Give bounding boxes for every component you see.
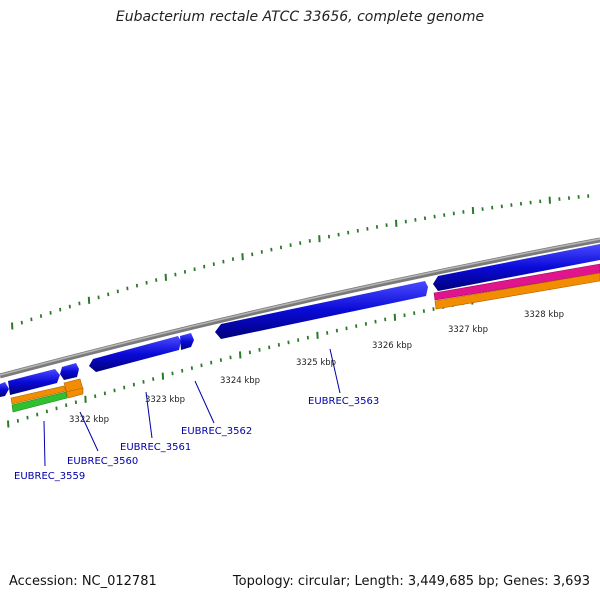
orange-feature[interactable] [10, 385, 67, 405]
green-feature[interactable] [11, 391, 68, 413]
cds-feature[interactable] [0, 382, 9, 397]
magenta-feature[interactable] [433, 263, 600, 301]
accession-text: Accession: NC_012781 [9, 574, 157, 589]
kbp-label: 3325 kbp [296, 358, 336, 368]
kbp-label: 3322 kbp [69, 415, 109, 425]
gene-label-eubrec-3560[interactable]: EUBREC_3560 [67, 456, 138, 467]
leader-line [145, 391, 153, 439]
cds-feature[interactable] [180, 333, 194, 350]
kbp-label: 3323 kbp [145, 395, 185, 405]
genome-backbone [0, 237, 600, 379]
orange-feature[interactable] [434, 272, 600, 310]
leader-line [79, 411, 99, 452]
leader-line [194, 380, 215, 424]
kbp-label: 3324 kbp [220, 376, 260, 386]
cds-feature[interactable] [215, 281, 428, 339]
gene-label-eubrec-3561[interactable]: EUBREC_3561 [120, 442, 191, 453]
kbp-label: 3328 kbp [524, 310, 564, 320]
cds-feature[interactable] [89, 336, 181, 372]
outer-tick-marks [11, 194, 590, 330]
cds-features [0, 244, 600, 397]
gene-label-eubrec-3563[interactable]: EUBREC_3563 [308, 396, 379, 407]
leader-line [329, 348, 341, 394]
cds-feature[interactable] [60, 363, 79, 380]
leader-line [43, 420, 46, 467]
rna-features [10, 263, 600, 413]
map-title: Eubacterium rectale ATCC 33656, complete… [115, 9, 485, 25]
orange-feature[interactable] [65, 387, 84, 399]
gene-label-eubrec-3562[interactable]: EUBREC_3562 [181, 426, 252, 437]
cds-feature[interactable] [8, 369, 60, 395]
kbp-label: 3327 kbp [448, 325, 488, 335]
gene-label-eubrec-3559[interactable]: EUBREC_3559 [14, 471, 85, 482]
kbp-label: 3326 kbp [372, 341, 412, 351]
cds-feature[interactable] [433, 244, 600, 291]
gene-leader-lines [43, 348, 341, 467]
topology-summary: Topology: circular; Length: 3,449,685 bp… [232, 574, 590, 589]
